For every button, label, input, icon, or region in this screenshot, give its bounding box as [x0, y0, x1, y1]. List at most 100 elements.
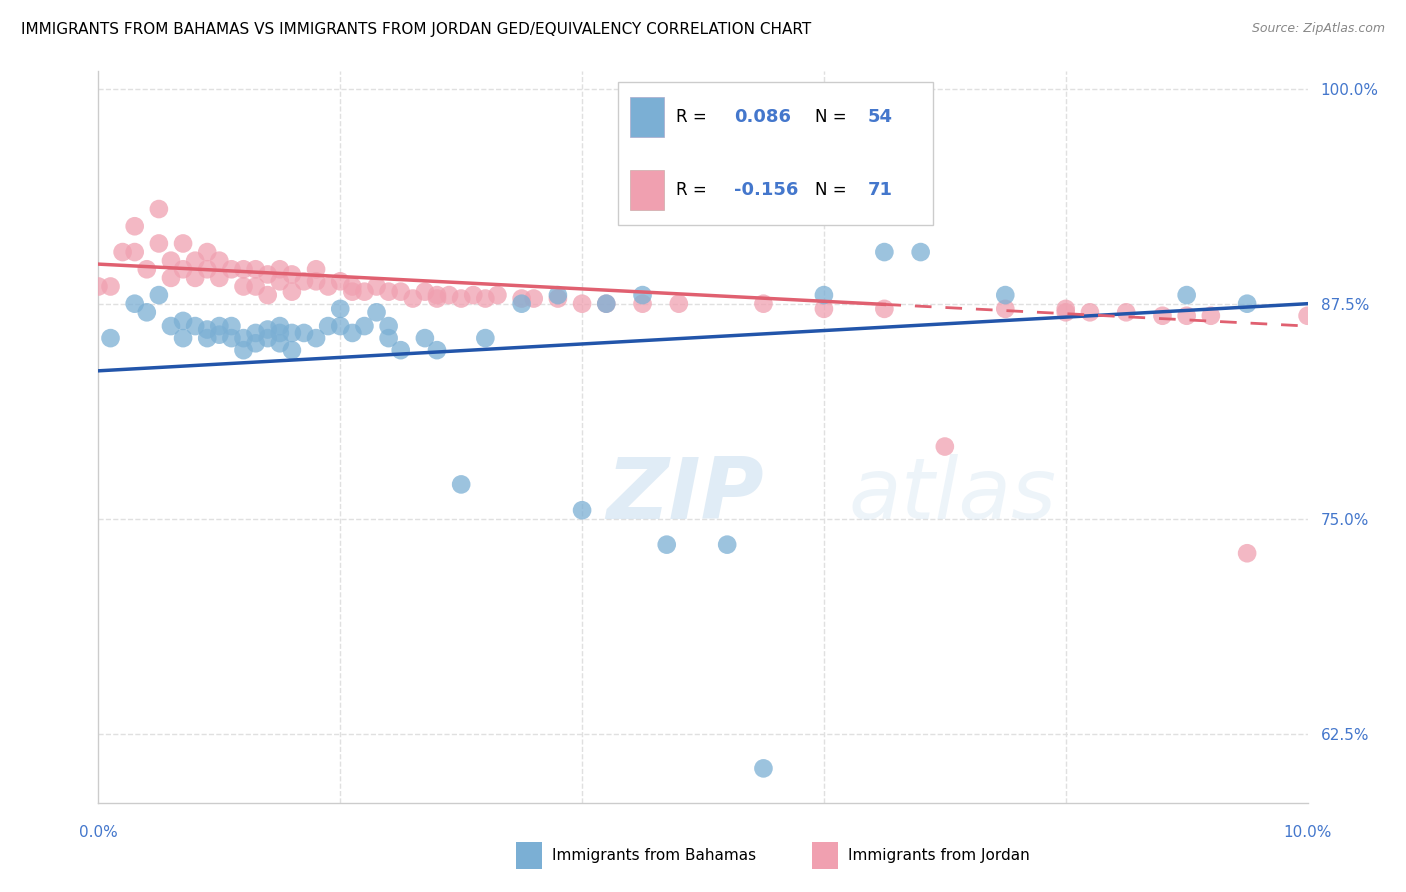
- Point: [148, 288, 170, 302]
- Point: [873, 301, 896, 316]
- Bar: [811, 842, 838, 869]
- Text: R =: R =: [676, 108, 713, 126]
- Text: IMMIGRANTS FROM BAHAMAS VS IMMIGRANTS FROM JORDAN GED/EQUIVALENCY CORRELATION CH: IMMIGRANTS FROM BAHAMAS VS IMMIGRANTS FR…: [21, 22, 811, 37]
- Point: [269, 274, 291, 288]
- Point: [292, 326, 315, 340]
- Point: [426, 292, 449, 306]
- Point: [377, 285, 399, 299]
- Point: [366, 305, 388, 319]
- Point: [232, 343, 254, 358]
- Point: [184, 319, 207, 334]
- Point: [208, 319, 231, 334]
- Point: [245, 262, 267, 277]
- Point: [208, 253, 231, 268]
- Point: [523, 292, 546, 306]
- Text: R =: R =: [676, 181, 713, 199]
- Point: [256, 268, 278, 282]
- Text: atlas: atlas: [848, 454, 1056, 537]
- Point: [813, 301, 835, 316]
- Point: [426, 288, 449, 302]
- Bar: [630, 170, 664, 211]
- Point: [486, 288, 509, 302]
- Point: [377, 331, 399, 345]
- Point: [184, 271, 207, 285]
- Text: 0.086: 0.086: [734, 108, 792, 126]
- Point: [292, 274, 315, 288]
- Point: [87, 279, 110, 293]
- Point: [281, 268, 304, 282]
- Point: [595, 296, 617, 310]
- Point: [342, 279, 364, 293]
- Point: [245, 326, 267, 340]
- Point: [160, 319, 183, 334]
- Point: [716, 538, 738, 552]
- Point: [305, 274, 328, 288]
- Text: 10.0%: 10.0%: [1284, 825, 1331, 839]
- Point: [316, 319, 339, 334]
- Point: [172, 262, 194, 277]
- Point: [1236, 546, 1258, 560]
- Point: [474, 292, 496, 306]
- Point: [256, 331, 278, 345]
- Point: [269, 326, 291, 340]
- Point: [752, 296, 775, 310]
- Point: [353, 285, 375, 299]
- Text: N =: N =: [815, 108, 852, 126]
- Text: -0.156: -0.156: [734, 181, 799, 199]
- Point: [329, 319, 352, 334]
- Point: [148, 236, 170, 251]
- Point: [366, 279, 388, 293]
- Point: [208, 271, 231, 285]
- Point: [1078, 305, 1101, 319]
- Point: [437, 288, 460, 302]
- Point: [305, 331, 328, 345]
- Point: [510, 292, 533, 306]
- Point: [245, 279, 267, 293]
- Point: [571, 503, 593, 517]
- Bar: [630, 97, 664, 137]
- Point: [1054, 305, 1077, 319]
- Point: [655, 538, 678, 552]
- Point: [934, 440, 956, 454]
- Text: N =: N =: [815, 181, 852, 199]
- Point: [547, 292, 569, 306]
- Point: [631, 288, 654, 302]
- Point: [389, 343, 412, 358]
- Point: [232, 262, 254, 277]
- FancyBboxPatch shape: [619, 82, 932, 225]
- Point: [342, 285, 364, 299]
- Point: [221, 319, 243, 334]
- Point: [1115, 305, 1137, 319]
- Point: [571, 296, 593, 310]
- Point: [111, 245, 134, 260]
- Text: Immigrants from Bahamas: Immigrants from Bahamas: [551, 848, 756, 863]
- Point: [135, 305, 157, 319]
- Point: [160, 253, 183, 268]
- Point: [148, 202, 170, 216]
- Point: [221, 331, 243, 345]
- Point: [1199, 309, 1222, 323]
- Point: [124, 219, 146, 234]
- Point: [910, 245, 932, 260]
- Text: Immigrants from Jordan: Immigrants from Jordan: [848, 848, 1029, 863]
- Text: 71: 71: [868, 181, 893, 199]
- Point: [195, 331, 218, 345]
- Point: [668, 296, 690, 310]
- Point: [208, 327, 231, 342]
- Point: [195, 322, 218, 336]
- Point: [402, 292, 425, 306]
- Point: [813, 288, 835, 302]
- Point: [474, 331, 496, 345]
- Point: [195, 262, 218, 277]
- Point: [195, 245, 218, 260]
- Point: [281, 285, 304, 299]
- Point: [692, 90, 714, 104]
- Point: [135, 262, 157, 277]
- Point: [994, 288, 1017, 302]
- Point: [450, 292, 472, 306]
- Point: [547, 288, 569, 302]
- Point: [413, 285, 436, 299]
- Point: [510, 296, 533, 310]
- Text: 0.0%: 0.0%: [79, 825, 118, 839]
- Point: [172, 236, 194, 251]
